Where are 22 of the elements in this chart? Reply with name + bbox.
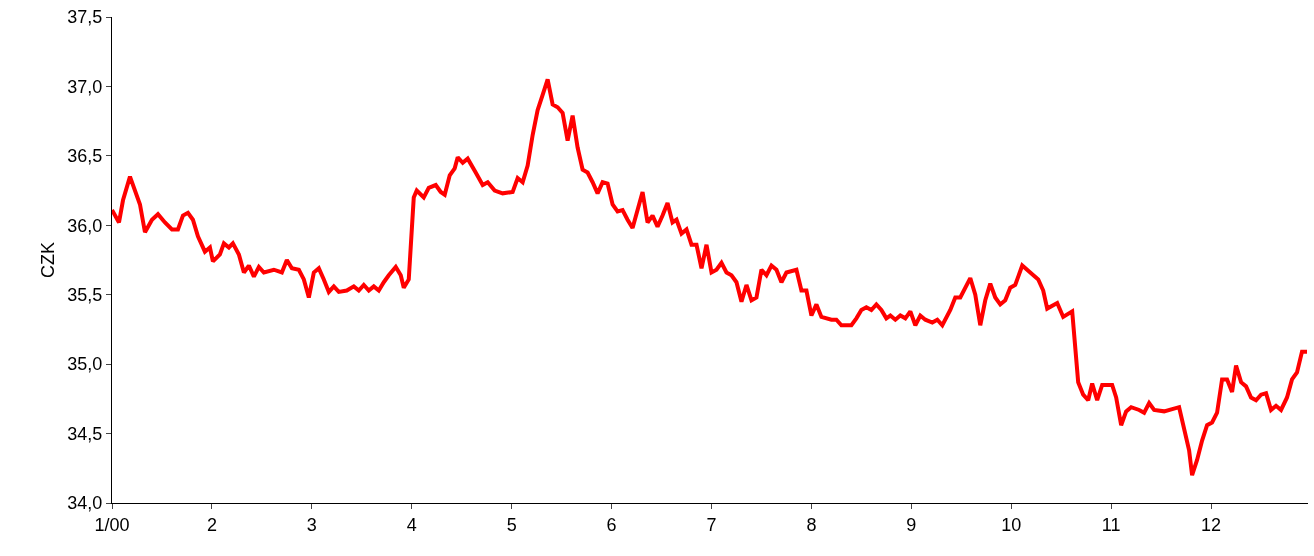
- line-series: [112, 77, 1308, 478]
- x-tick-label: 4: [406, 514, 417, 535]
- x-tick-label: 8: [806, 514, 817, 535]
- y-tick-label: 35,0: [67, 354, 103, 375]
- y-tick-label: 34,0: [67, 493, 103, 514]
- x-tick-label: 1/00: [94, 514, 130, 535]
- x-tick-label: 6: [606, 514, 617, 535]
- y-tick-label: 37,0: [67, 76, 103, 97]
- x-tick-label: 2: [206, 514, 217, 535]
- x-tick-label: 12: [1201, 514, 1222, 535]
- x-tick-label: 3: [306, 514, 317, 535]
- x-tick-label: 7: [706, 514, 717, 535]
- y-tick-label: 37,5: [67, 7, 103, 28]
- y-tick-label: 34,5: [67, 423, 103, 444]
- y-tick-label: 36,5: [67, 146, 103, 167]
- x-tick-label: 11: [1101, 514, 1121, 535]
- x-tick-label: 5: [506, 514, 517, 535]
- y-tick-label: 35,5: [67, 285, 103, 306]
- x-tick-label: 9: [906, 514, 917, 535]
- y-tick-label: 36,0: [67, 215, 103, 236]
- y-axis-title: CZK: [37, 242, 58, 278]
- x-tick-label: 10: [1001, 514, 1022, 535]
